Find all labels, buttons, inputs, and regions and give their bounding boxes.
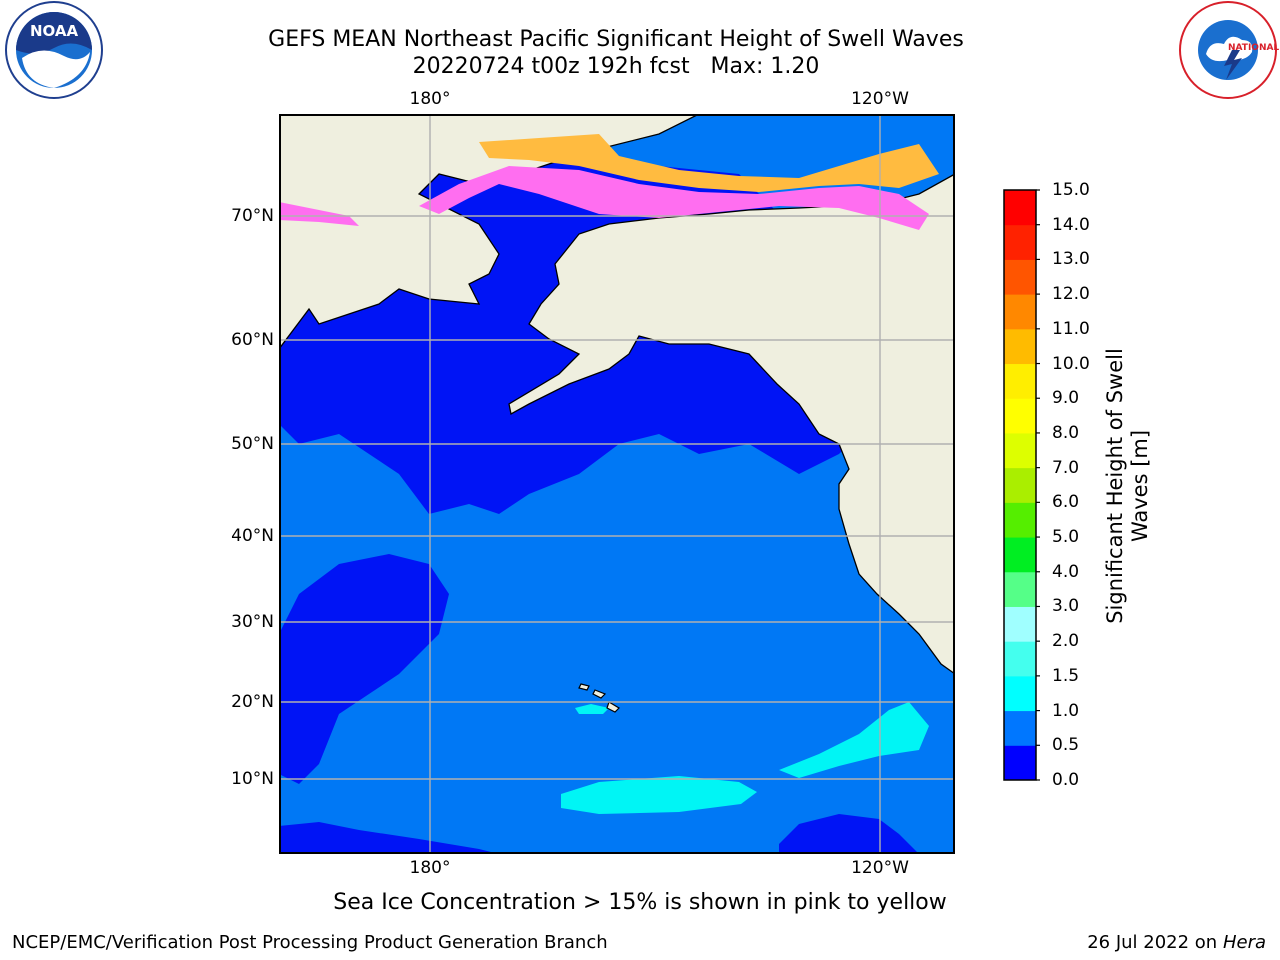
colorbar-segment [1004, 259, 1036, 295]
lat-label-60n: 60°N [231, 330, 274, 350]
colorbar-segment [1004, 745, 1036, 781]
colorbar-tick-label: 12.0 [1052, 284, 1090, 305]
colorbar-tick-label: 3.0 [1052, 596, 1080, 617]
lat-label-70n: 70°N [231, 206, 274, 226]
colorbar-tick-label: 0.5 [1052, 735, 1080, 756]
swell-region-low-south [779, 814, 919, 854]
sea-ice-orange [479, 134, 939, 192]
colorbar-segment [1004, 224, 1036, 260]
lon-label-top-120w: 120°W [851, 89, 909, 109]
colorbar-label-line1: Significant Height of Swell [1103, 348, 1127, 624]
colorbar-tick-label: 11.0 [1052, 318, 1090, 339]
colorbar-tick-label: 1.5 [1052, 665, 1080, 686]
nws-logo-text: NATIONAL WEATHER SERVICE [1228, 43, 1280, 53]
colorbar-tick-label: 14.0 [1052, 214, 1090, 235]
colorbar-segment [1004, 190, 1036, 226]
colorbar-tick-label: 13.0 [1052, 249, 1090, 270]
machine-name: Hera [1222, 932, 1266, 953]
noaa-logo-text: NOAA [30, 22, 79, 40]
noaa-logo: NOAA [5, 1, 103, 99]
sea-ice-note: Sea Ice Concentration > 15% is shown in … [333, 890, 947, 915]
colorbar-segment [1004, 467, 1036, 503]
colorbar-tick-label: 5.0 [1052, 527, 1080, 548]
swell-region-low-southwest [279, 822, 499, 854]
colorbar-segment [1004, 432, 1036, 469]
lon-label-top-180: 180° [409, 89, 451, 109]
colorbar-tick-label: 9.0 [1052, 388, 1080, 409]
date-stamp: 26 Jul 2022 on Hera [1087, 932, 1266, 953]
colorbar-segment [1004, 502, 1036, 538]
credit-text: NCEP/EMC/Verification Post Processing Pr… [12, 932, 608, 953]
colorbar-tick-label: 4.0 [1052, 561, 1080, 582]
colorbar-frame [1003, 189, 1037, 781]
colorbar-tick-label: 10.0 [1052, 353, 1090, 374]
chart-title: GEFS MEAN Northeast Pacific Significant … [268, 27, 964, 52]
colorbar-segment [1004, 537, 1036, 573]
colorbar-label: Significant Height of Swell Waves [m] [1103, 348, 1153, 624]
swell-region-low-west [279, 554, 449, 784]
colorbar-label-line2: Waves [m] [1128, 429, 1152, 543]
colorbar-tick-label: 8.0 [1052, 422, 1080, 443]
colorbar-tick-label: 0.0 [1052, 770, 1080, 790]
lat-label-20n: 20°N [231, 692, 274, 712]
gridlines [279, 114, 955, 854]
hawaii [578, 683, 620, 713]
colorbar-segment [1004, 363, 1036, 399]
colorbar-tick-label: 2.0 [1052, 631, 1080, 652]
lat-label-40n: 40°N [231, 526, 274, 546]
colorbar-segment [1004, 571, 1036, 607]
colorbar-tick-label: 15.0 [1052, 180, 1090, 200]
lon-label-bottom-120w: 120°W [851, 858, 909, 878]
colorbar [1003, 189, 1040, 781]
colorbar-segment [1004, 398, 1036, 434]
colorbar-segment [1004, 294, 1036, 330]
colorbar-tick-label: 6.0 [1052, 492, 1080, 513]
lat-label-10n: 10°N [231, 769, 274, 789]
map-panel [279, 114, 955, 854]
colorbar-segment [1004, 675, 1036, 712]
colorbar-tick-label: 1.0 [1052, 700, 1080, 721]
swell-region-high-2 [779, 702, 929, 778]
land-north-america [508, 114, 955, 675]
date-text: 26 Jul 2022 on [1087, 932, 1223, 953]
sea-ice-pink [419, 166, 929, 230]
colorbar-segment [1004, 328, 1036, 365]
colorbar-segment [1004, 606, 1036, 642]
colorbar-segment [1004, 641, 1036, 677]
map-frame [279, 114, 955, 854]
colorbar-tick-label: 7.0 [1052, 457, 1080, 478]
swell-region-high-3 [575, 704, 609, 714]
chart-subtitle: 20220724 t00z 192h fcst Max: 1.20 [412, 54, 820, 79]
sea-ice-west [279, 202, 359, 226]
colorbar-segment [1004, 710, 1036, 746]
lon-label-bottom-180: 180° [409, 858, 451, 878]
nws-logo: NATIONAL WEATHER SERVICE [1179, 1, 1280, 99]
lat-label-50n: 50°N [231, 434, 274, 454]
swell-region-high-1 [561, 776, 757, 814]
lat-label-30n: 30°N [231, 612, 274, 632]
